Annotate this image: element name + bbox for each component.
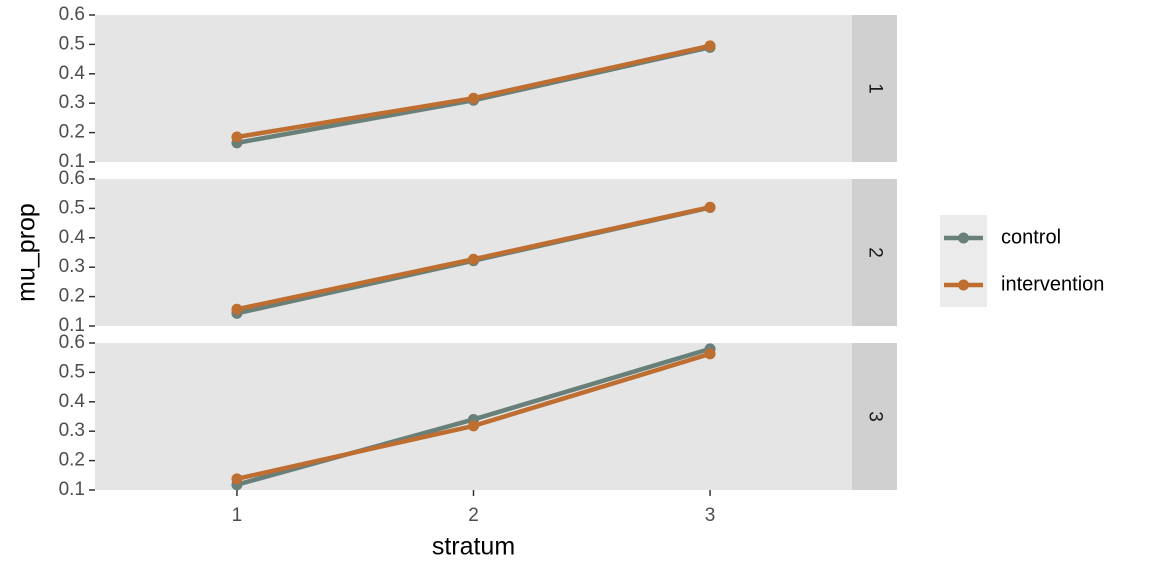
data-point-intervention bbox=[231, 303, 243, 315]
facet-strip bbox=[852, 15, 897, 162]
y-tick-label: 0.6 bbox=[59, 168, 85, 189]
x-tick-label: 1 bbox=[232, 505, 243, 526]
legend-key-point-intervention bbox=[958, 279, 969, 291]
y-tick-label: 0.2 bbox=[59, 286, 85, 307]
y-tick-label: 0.5 bbox=[59, 33, 85, 54]
y-tick-label: 0.6 bbox=[59, 332, 85, 353]
y-tick-label: 0.2 bbox=[59, 122, 85, 143]
y-tick-label: 0.5 bbox=[59, 361, 85, 382]
y-tick-label: 0.1 bbox=[59, 315, 85, 336]
x-tick-label: 2 bbox=[468, 505, 479, 526]
y-tick-label: 0.2 bbox=[59, 450, 85, 471]
panel-background bbox=[95, 179, 852, 326]
x-axis-title: stratum bbox=[432, 533, 515, 561]
facet-strip-label: 3 bbox=[864, 411, 885, 422]
facet-strip-label: 1 bbox=[864, 83, 885, 94]
data-point-intervention bbox=[231, 473, 243, 485]
y-axis-title: mu_prop bbox=[13, 203, 41, 302]
legend-label-intervention: intervention bbox=[1001, 273, 1104, 295]
y-tick-label: 0.4 bbox=[59, 63, 86, 84]
facet-strip bbox=[852, 179, 897, 326]
y-tick-label: 0.3 bbox=[59, 420, 85, 441]
y-tick-label: 0.4 bbox=[59, 391, 86, 412]
data-point-intervention bbox=[704, 348, 716, 360]
y-tick-label: 0.4 bbox=[59, 227, 86, 248]
y-tick-label: 0.3 bbox=[59, 92, 85, 113]
legend-key-point-control bbox=[958, 232, 969, 244]
y-tick-label: 0.5 bbox=[59, 197, 85, 218]
legend-label-control: control bbox=[1001, 226, 1061, 248]
data-point-intervention bbox=[468, 420, 479, 432]
data-point-intervention bbox=[468, 92, 479, 104]
facet-strip bbox=[852, 343, 897, 490]
y-tick-label: 0.3 bbox=[59, 256, 85, 277]
data-point-intervention bbox=[704, 40, 716, 52]
y-tick-label: 0.6 bbox=[59, 4, 85, 25]
legend-key-background bbox=[940, 215, 987, 307]
x-tick-label: 3 bbox=[705, 505, 716, 526]
y-tick-label: 0.1 bbox=[59, 151, 85, 172]
y-tick-label: 0.1 bbox=[59, 479, 85, 500]
data-point-intervention bbox=[231, 131, 243, 143]
panel-background bbox=[95, 15, 852, 162]
facet-strip-label: 2 bbox=[864, 247, 885, 258]
data-point-intervention bbox=[704, 201, 716, 213]
data-point-intervention bbox=[468, 253, 479, 265]
